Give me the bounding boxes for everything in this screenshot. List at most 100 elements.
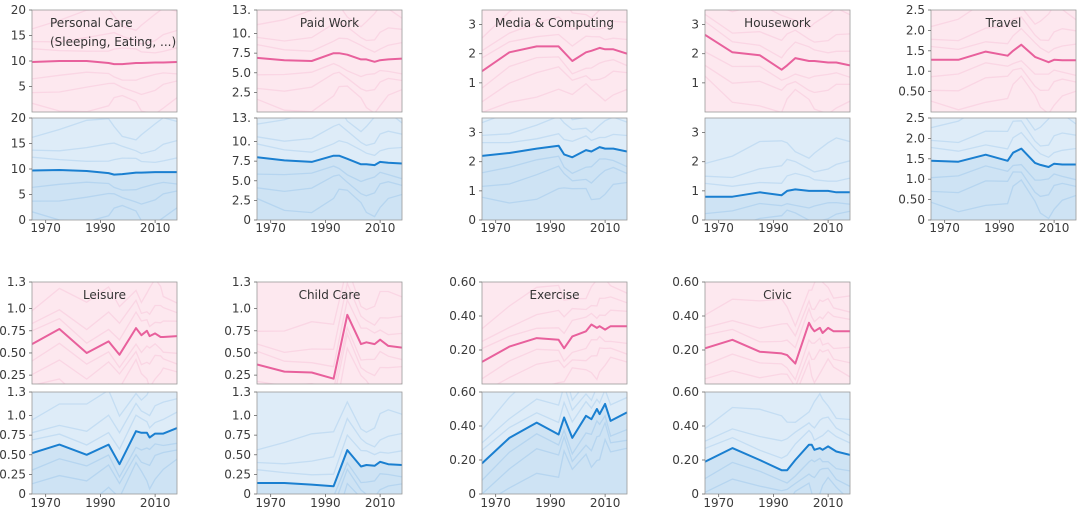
background-trace <box>705 158 850 179</box>
women-panel: 5 10 15 20 <box>11 3 178 113</box>
panel-plot-area <box>32 392 177 494</box>
background-trace <box>257 417 402 465</box>
women-series-line <box>931 43 1076 64</box>
data-point <box>1012 152 1014 154</box>
panel-plot-area <box>257 282 402 384</box>
y-tick-label: 0.50 <box>0 346 26 360</box>
background-trace <box>32 190 177 205</box>
data-point <box>311 484 313 486</box>
data-point <box>571 437 573 439</box>
y-tick-label: 1 <box>691 184 699 198</box>
x-tick-label: 2010 <box>590 221 621 235</box>
panel-plot-area <box>931 10 1076 112</box>
data-point <box>360 343 362 345</box>
background-trace <box>551 356 627 384</box>
chart-travel: 0.50 1.0 1.5 2.0 2.5 0 0.50 1.0 1.5 2.0 2.5 1970 199… <box>898 3 1077 235</box>
data-point <box>604 403 606 405</box>
y-tick-label: 10. <box>232 27 251 41</box>
data-point <box>146 432 148 434</box>
data-point <box>786 354 788 356</box>
background-trace <box>482 155 627 175</box>
data-point <box>957 161 959 163</box>
panel-title: Exercise <box>530 288 580 302</box>
data-point <box>360 58 362 60</box>
panel-title: Leisure <box>83 288 126 302</box>
data-point <box>536 337 538 339</box>
chart-leisure: 0.25 0.50 0.75 1.0 1.3 0 0.25 0.50 0.75 1.0 1.3 197… <box>0 275 178 510</box>
series-area <box>257 450 402 494</box>
background-trace <box>705 337 850 382</box>
women-series-line <box>705 321 850 365</box>
series-area <box>931 148 1076 220</box>
x-tick-label: 2010 <box>590 496 621 510</box>
y-tick-label: 0.20 <box>449 343 476 357</box>
panel-frame <box>481 117 628 221</box>
background-trace <box>705 297 850 338</box>
background-trace <box>705 64 850 94</box>
data-point <box>599 325 601 327</box>
panel-background <box>32 282 177 384</box>
y-tick-label: 2.0 <box>906 23 925 37</box>
x-tick-label: 1990 <box>758 221 789 235</box>
y-tick-label: 5.0 <box>232 66 251 80</box>
panel-plot-area <box>482 118 627 220</box>
data-point <box>140 432 142 434</box>
women-series-line <box>705 33 850 71</box>
y-tick-label: 0.40 <box>672 309 699 323</box>
background-trace <box>32 350 177 380</box>
data-point <box>536 148 538 150</box>
panel-background <box>482 282 627 384</box>
x-tick-label: 1970 <box>255 496 286 510</box>
data-point <box>813 60 815 62</box>
y-tick-label: 3 <box>691 126 699 140</box>
panel-title: Travel <box>985 16 1022 30</box>
background-trace <box>482 66 627 103</box>
data-point <box>154 171 156 173</box>
data-point <box>121 173 123 175</box>
data-point <box>311 161 313 163</box>
data-point <box>58 328 60 330</box>
data-point <box>365 163 367 165</box>
data-point <box>571 60 573 62</box>
men-panel: 0 0.50 1.0 1.5 2.0 2.5 <box>898 111 1077 227</box>
data-point <box>813 330 815 332</box>
panel-plot-area <box>257 10 402 112</box>
background-trace <box>32 282 177 312</box>
data-point <box>1048 61 1050 63</box>
background-trace <box>257 325 402 384</box>
x-tick-label: 1990 <box>85 496 116 510</box>
data-point <box>781 69 783 71</box>
data-point <box>1007 160 1009 162</box>
panel-background <box>482 10 627 112</box>
x-tick-label: 1970 <box>30 496 61 510</box>
data-point <box>387 162 389 164</box>
background-trace <box>257 140 402 157</box>
data-point <box>360 163 362 165</box>
data-point <box>808 190 810 192</box>
background-trace <box>931 118 1076 132</box>
background-trace <box>257 433 402 476</box>
women-panel: 0.20 0.40 0.60 <box>449 275 628 385</box>
women-series-line <box>482 323 627 363</box>
x-tick-label: 1970 <box>929 221 960 235</box>
data-point <box>333 485 335 487</box>
data-point <box>731 447 733 449</box>
data-point <box>86 60 88 62</box>
data-point <box>610 325 612 327</box>
y-tick-label: 7.5 <box>232 154 251 168</box>
data-point <box>283 159 285 161</box>
background-trace <box>257 400 402 451</box>
background-trace <box>32 411 177 451</box>
x-tick-label: 1990 <box>535 496 566 510</box>
data-point <box>786 469 788 471</box>
chart-paid-work: 2.5 5.0 7.5 10. 13. 0 2.5 5.0 7.5 10. 13. 1970 1990 2… <box>232 3 403 235</box>
y-tick-label: 3 <box>468 18 476 32</box>
panel-background <box>32 118 177 220</box>
background-trace <box>482 118 627 137</box>
background-trace <box>32 181 177 191</box>
data-point <box>58 169 60 171</box>
background-trace <box>257 37 402 53</box>
data-point <box>957 59 959 61</box>
y-tick-label: 7.5 <box>232 46 251 60</box>
data-point <box>1061 59 1063 61</box>
